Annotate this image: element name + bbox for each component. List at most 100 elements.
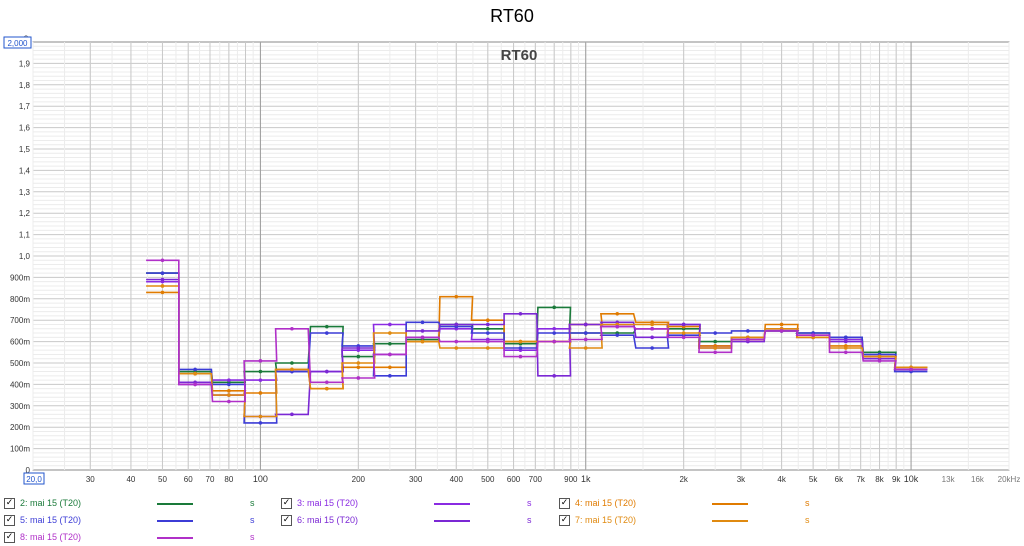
data-point <box>325 331 329 335</box>
data-point <box>485 346 490 350</box>
x-tick-label: 4k <box>777 475 786 484</box>
data-point <box>227 389 231 393</box>
data-point <box>454 346 459 350</box>
data-point <box>843 335 848 340</box>
data-point <box>356 361 361 365</box>
data-point <box>290 367 294 372</box>
data-point <box>518 354 523 359</box>
x-tick-label: 2k <box>679 475 688 484</box>
data-point <box>713 350 717 355</box>
legend-label: 8: mai 15 (T20) <box>20 532 82 542</box>
legend-item[interactable]: ✓ 7: mai 15 (T20) s <box>559 515 829 529</box>
legend-item[interactable]: ✓ 6: mai 15 (T20) s <box>281 515 551 529</box>
legend-swatch <box>434 520 470 522</box>
data-point <box>258 421 263 425</box>
legend-checkbox[interactable]: ✓ <box>281 515 292 526</box>
axis-ticks: 0 100m 200m 300m 400m 500m 600m 700m 800m 900m 1,0… <box>10 59 1020 484</box>
data-point <box>650 335 654 340</box>
data-point <box>193 382 197 387</box>
legend-unit: s <box>250 498 255 508</box>
x-tick-label: 900 <box>564 475 578 484</box>
legend-item[interactable]: ✓ 3: mai 15 (T20) s <box>281 498 551 512</box>
y-tick-label: 1,3 <box>19 188 31 197</box>
y-tick-label: 500m <box>10 359 30 368</box>
data-point <box>713 339 717 344</box>
legend-checkbox[interactable]: ✓ <box>559 515 570 526</box>
legend-checkbox[interactable]: ✓ <box>4 515 15 526</box>
data-point <box>583 322 588 327</box>
data-point <box>681 335 686 340</box>
legend-swatch <box>157 537 193 539</box>
data-point <box>454 294 459 299</box>
legend-label: 2: mai 15 (T20) <box>20 498 82 508</box>
data-point <box>485 322 490 327</box>
legend-checkbox[interactable]: ✓ <box>4 532 15 543</box>
data-point <box>518 346 523 350</box>
legend-item[interactable]: ✓ 5: mai 15 (T20) s <box>4 515 274 529</box>
data-point <box>485 331 490 335</box>
data-point <box>552 331 557 335</box>
data-point <box>420 335 425 340</box>
legend-checkbox[interactable]: ✓ <box>4 498 15 509</box>
data-point <box>485 339 490 344</box>
x-tick-label: 40 <box>126 475 135 484</box>
data-point <box>160 290 165 295</box>
data-point <box>356 346 361 350</box>
y-tick-label: 1,7 <box>19 102 31 111</box>
x-tick-label: 200 <box>352 475 366 484</box>
x-min-box[interactable] <box>23 472 45 485</box>
data-point <box>325 380 329 385</box>
data-point <box>485 326 490 331</box>
x-tick-label: 10k <box>904 474 919 484</box>
legend-checkbox[interactable]: ✓ <box>559 498 570 509</box>
data-point <box>713 331 717 335</box>
x-tick-label: 100 <box>253 474 268 484</box>
data-point <box>420 339 425 344</box>
data-point <box>420 329 425 333</box>
x-tick-label: 1k <box>581 474 591 484</box>
data-point <box>583 331 588 335</box>
data-point <box>552 374 557 378</box>
data-point <box>290 412 294 417</box>
data-point <box>388 322 392 327</box>
series-8[interactable] <box>146 258 928 404</box>
chart-title: RT60 <box>490 6 534 26</box>
data-point <box>615 333 620 337</box>
data-point <box>388 341 392 346</box>
data-point <box>746 329 750 333</box>
plot-inner-title: RT60 <box>501 47 538 64</box>
x-tick-label: 30 <box>86 475 95 484</box>
legend-swatch <box>712 503 748 505</box>
y-tick-label: 200m <box>10 423 30 432</box>
data-point <box>388 365 392 370</box>
y-tick-label: 1,0 <box>19 252 31 261</box>
data-point <box>779 329 784 333</box>
data-point <box>615 311 620 316</box>
data-point <box>160 258 165 263</box>
legend-checkbox[interactable]: ✓ <box>281 498 292 509</box>
data-point <box>877 354 882 359</box>
data-point <box>811 333 815 337</box>
y-tick-label: 900m <box>10 273 30 282</box>
data-point <box>258 378 263 382</box>
x-min-box-value: 20,0 <box>26 475 42 484</box>
data-point <box>583 346 588 350</box>
grid-lines <box>32 42 1010 470</box>
data-point <box>552 305 557 310</box>
data-point <box>518 311 523 316</box>
legend-label: 7: mai 15 (T20) <box>575 515 637 525</box>
y-max-box[interactable] <box>3 36 32 49</box>
legend-swatch <box>157 520 193 522</box>
legend-item[interactable]: ✓ 8: mai 15 (T20) s <box>4 532 274 546</box>
data-point <box>650 322 654 327</box>
data-point <box>227 393 231 397</box>
x-tick-label: 60 <box>184 475 193 484</box>
y-tick-label: 600m <box>10 338 30 347</box>
data-point <box>325 324 329 329</box>
legend-item[interactable]: ✓ 2: mai 15 (T20) s <box>4 498 274 512</box>
legend-item[interactable]: ✓ 4: mai 15 (T20) s <box>559 498 829 512</box>
data-point <box>909 367 913 372</box>
x-tick-label: 700 <box>529 475 543 484</box>
legend-unit: s <box>527 515 532 525</box>
